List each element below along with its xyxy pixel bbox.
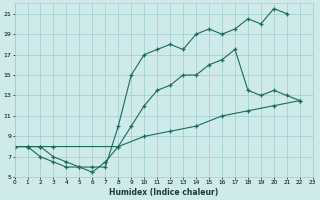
X-axis label: Humidex (Indice chaleur): Humidex (Indice chaleur) [109, 188, 218, 197]
